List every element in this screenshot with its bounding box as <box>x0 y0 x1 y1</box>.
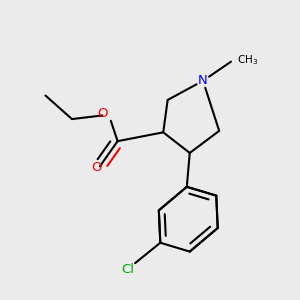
Text: Cl: Cl <box>122 263 134 276</box>
Text: N: N <box>198 74 208 87</box>
Text: O: O <box>97 107 107 120</box>
Text: CH$_3$: CH$_3$ <box>237 53 258 67</box>
Text: O: O <box>92 161 102 174</box>
